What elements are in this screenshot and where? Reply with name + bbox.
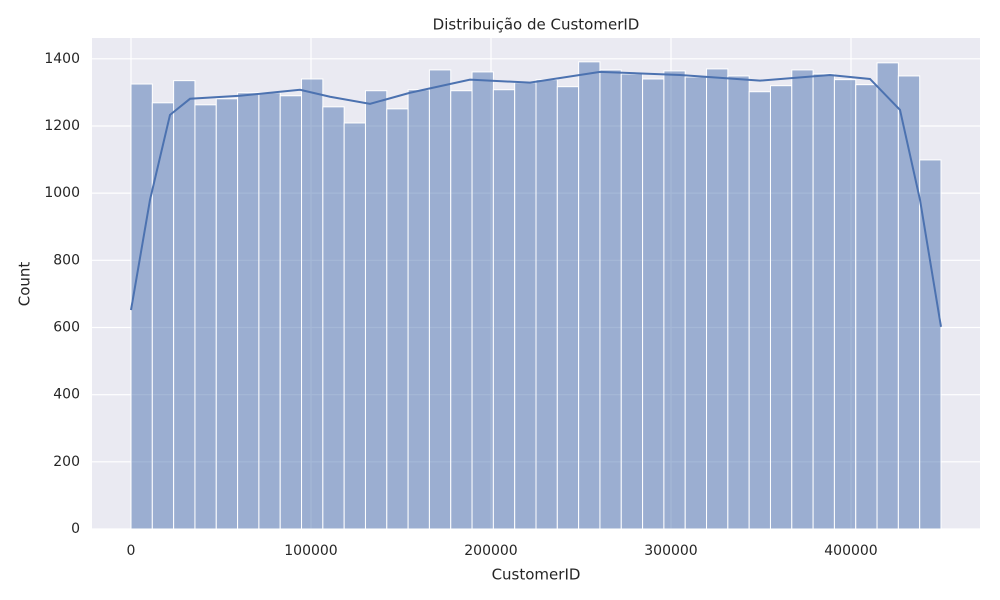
y-tick-label: 400	[53, 387, 80, 403]
bar	[194, 104, 217, 530]
y-tick-label: 1200	[44, 118, 80, 134]
bar	[471, 71, 494, 530]
x-tick-label: 100000	[284, 543, 337, 559]
bar	[407, 89, 430, 530]
bar	[642, 78, 665, 530]
x-tick-label: 200000	[464, 543, 517, 559]
bar	[514, 82, 537, 530]
bar	[876, 62, 899, 530]
bar	[855, 84, 878, 530]
bar	[279, 95, 303, 530]
bar	[663, 70, 686, 530]
bar	[620, 73, 644, 530]
bar	[535, 79, 558, 530]
bar	[812, 73, 835, 530]
bar	[237, 92, 260, 530]
x-axis-label: CustomerID	[492, 566, 581, 584]
y-tick-label: 200	[53, 454, 80, 470]
x-tick-label: 400000	[824, 543, 877, 559]
bar	[130, 83, 153, 530]
kde-line	[130, 70, 942, 327]
y-axis-label: Count	[16, 262, 34, 307]
bar	[343, 122, 366, 530]
y-tick-label: 800	[53, 252, 80, 268]
x-tick-label: 0	[127, 543, 136, 559]
y-tick-label: 1400	[44, 51, 80, 67]
bar	[833, 79, 857, 530]
bar	[748, 91, 771, 530]
bar	[492, 89, 516, 530]
bar	[215, 98, 239, 530]
bar	[897, 75, 921, 530]
bar	[684, 76, 708, 530]
bar	[364, 90, 388, 530]
x-tick-label: 300000	[644, 543, 697, 559]
bar	[706, 68, 729, 530]
bar	[301, 78, 324, 530]
chart-title: Distribuição de CustomerID	[433, 16, 640, 34]
bar	[450, 90, 473, 530]
bar	[599, 69, 622, 530]
bar	[173, 80, 196, 530]
bar	[386, 108, 409, 530]
bar	[428, 69, 452, 530]
bar	[578, 61, 601, 530]
bar	[769, 85, 793, 530]
bar	[919, 159, 942, 530]
y-tick-label: 0	[71, 521, 80, 537]
y-tick-label: 600	[53, 319, 80, 335]
bar	[151, 102, 175, 530]
bar	[556, 86, 580, 530]
bar	[322, 106, 345, 530]
y-tick-label: 1000	[44, 185, 80, 201]
bar	[727, 75, 750, 530]
bar	[791, 69, 814, 530]
bar	[258, 92, 281, 530]
